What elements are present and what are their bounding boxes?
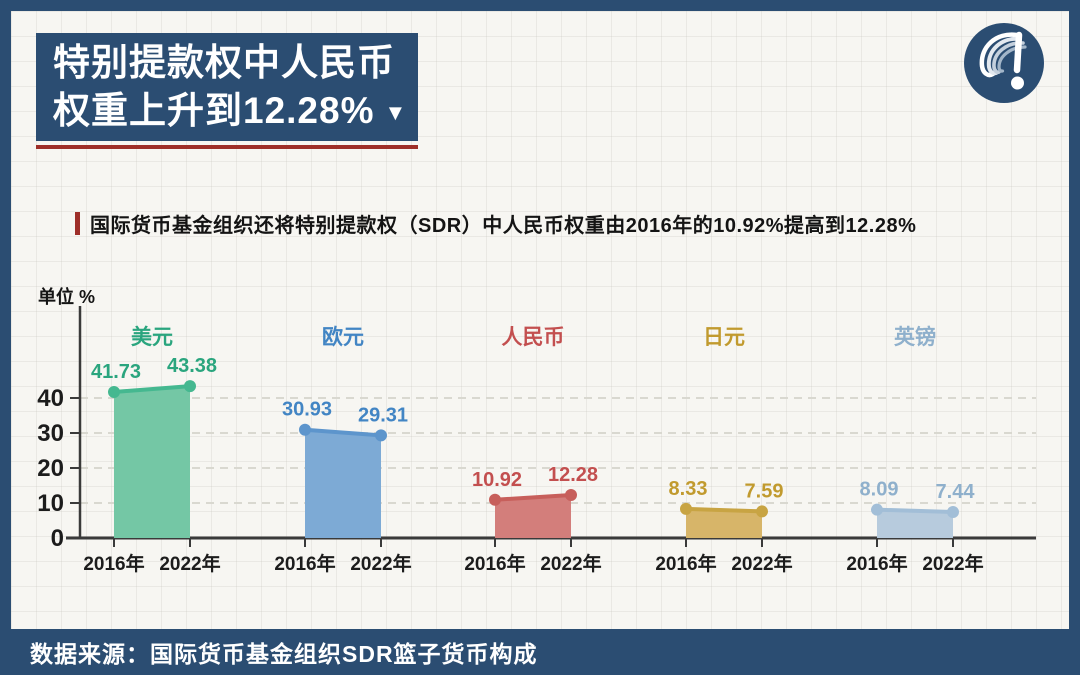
data-point <box>565 489 577 502</box>
source-text: 数据来源：国际货币基金组织SDR篮子货币构成 <box>30 641 538 667</box>
trend-line <box>112 384 192 394</box>
currency-label: 欧元 <box>322 325 364 349</box>
y-tick-label: 30 <box>37 420 64 447</box>
y-tick-label: 0 <box>51 525 64 552</box>
x-tick-label: 2022年 <box>731 552 792 575</box>
footer-source-bar: 数据来源：国际货币基金组织SDR篮子货币构成 <box>0 629 1080 675</box>
y-tick-label: 10 <box>37 490 64 517</box>
area-fill <box>114 386 190 538</box>
currency-label: 美元 <box>131 325 173 349</box>
value-label: 30.93 <box>282 399 332 421</box>
subtitle-text: 国际货币基金组织还将特别提款权（SDR）中人民币权重由2016年的10.92%提… <box>90 215 917 237</box>
data-point <box>489 493 501 506</box>
subtitle-accent-bar <box>75 212 80 235</box>
down-arrow-icon: ▼ <box>384 100 408 125</box>
y-tick-label: 40 <box>37 385 64 412</box>
media-logo-icon <box>961 20 1047 106</box>
data-point <box>375 429 387 442</box>
x-tick-label: 2022年 <box>922 552 983 575</box>
y-tick-label: 20 <box>37 455 64 482</box>
trend-line <box>684 506 764 514</box>
area-fill <box>877 509 953 538</box>
value-label: 10.92 <box>472 469 522 491</box>
unit-label: 单位 % <box>38 287 96 307</box>
value-label: 8.33 <box>669 478 708 500</box>
x-tick-label: 2022年 <box>159 552 220 575</box>
x-tick-label: 2016年 <box>274 552 335 575</box>
currency-label: 日元 <box>703 326 745 349</box>
value-label: 12.28 <box>548 464 598 486</box>
x-tick-label: 2016年 <box>655 552 716 575</box>
area-fill <box>305 429 381 538</box>
value-label: 7.44 <box>936 481 976 503</box>
data-point <box>947 505 959 518</box>
x-tick-label: 2022年 <box>540 552 601 575</box>
trend-line <box>875 507 955 514</box>
value-label: 8.09 <box>860 479 899 501</box>
title-line-1: 特别提款权中人民币 <box>53 42 395 83</box>
currency-label: 英镑 <box>894 325 936 349</box>
subtitle: 国际货币基金组织还将特别提款权（SDR）中人民币权重由2016年的10.92%提… <box>75 209 916 238</box>
x-tick-label: 2016年 <box>464 552 525 575</box>
value-label: 41.73 <box>91 361 141 383</box>
area-fill <box>686 508 762 538</box>
x-tick-label: 2016年 <box>83 552 144 575</box>
x-tick-label: 2022年 <box>350 552 411 575</box>
trend-line <box>493 493 573 502</box>
title-banner: 特别提款权中人民币 权重上升到12.28% ▼ <box>36 33 418 141</box>
data-point <box>871 503 883 516</box>
area-fill <box>495 495 571 538</box>
value-label: 29.31 <box>358 404 408 426</box>
data-point <box>680 502 692 515</box>
currency-label: 人民币 <box>502 326 565 349</box>
data-point <box>184 380 196 393</box>
title-underline <box>36 145 418 149</box>
data-point <box>108 385 120 398</box>
data-point <box>756 505 768 518</box>
trend-line <box>303 427 383 438</box>
value-label: 7.59 <box>745 480 784 502</box>
x-tick-label: 2016年 <box>846 552 907 575</box>
title-line-2: 权重上升到12.28% ▼ <box>53 90 408 131</box>
value-label: 43.38 <box>167 355 217 377</box>
data-point <box>299 423 311 436</box>
